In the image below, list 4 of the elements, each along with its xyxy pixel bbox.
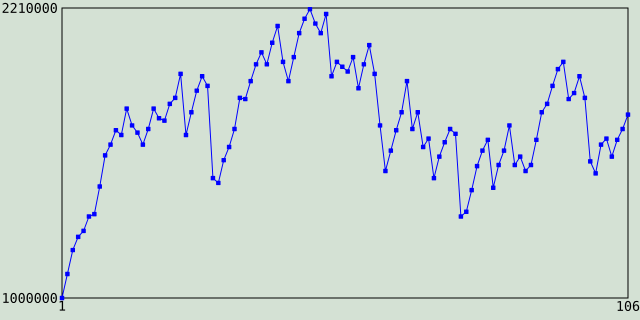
y-tick-label: 1000000 bbox=[3, 292, 57, 304]
y-tick-label: 2210000 bbox=[2, 2, 57, 14]
x-tick-label: 1 bbox=[60, 300, 66, 311]
x-tick-label: 106 bbox=[618, 300, 640, 312]
